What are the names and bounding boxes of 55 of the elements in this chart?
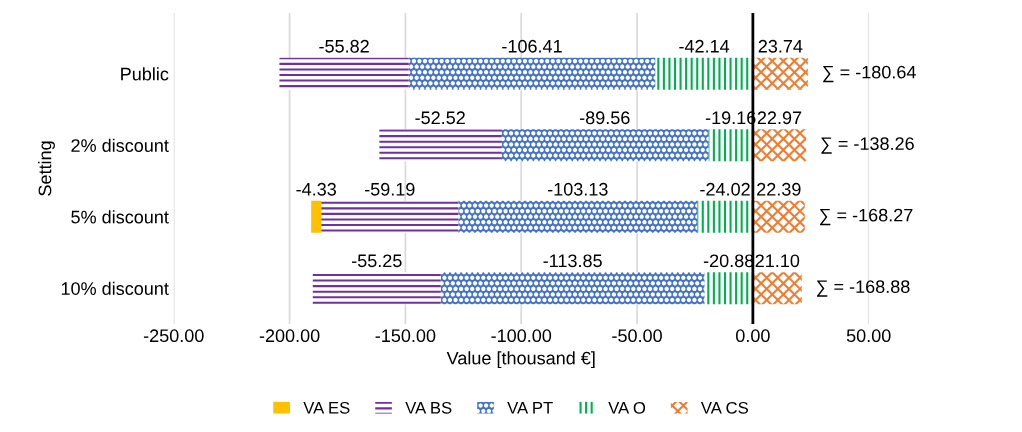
data-label: -89.56 xyxy=(579,111,630,125)
legend-label: VA BS xyxy=(405,401,452,414)
bar xyxy=(752,272,802,305)
total-label: ∑ = -138.26 xyxy=(821,137,914,154)
bar xyxy=(697,200,753,233)
bar xyxy=(458,200,698,233)
y-tick-label: Public xyxy=(121,67,169,81)
data-label: 23.74 xyxy=(758,39,803,53)
data-label: -106.41 xyxy=(502,39,562,53)
data-label: -59.19 xyxy=(364,182,415,196)
data-label: 22.39 xyxy=(757,182,801,196)
bar xyxy=(752,129,807,162)
data-label: -113.85 xyxy=(543,254,602,268)
legend-label: VA PT xyxy=(507,402,553,414)
total-label: ∑ = -180.64 xyxy=(823,65,916,83)
y-axis-title: Setting xyxy=(38,141,55,196)
data-label: -20.88 xyxy=(703,254,754,268)
bar xyxy=(704,272,753,305)
x-tick-label: 0.00 xyxy=(736,329,770,343)
x-tick-label: -200.00 xyxy=(259,329,320,343)
data-label: -24.02 xyxy=(700,182,750,196)
bar xyxy=(321,200,459,233)
x-tick-label: 50.00 xyxy=(846,329,891,343)
bar xyxy=(708,129,753,162)
data-label: 21.10 xyxy=(755,254,800,268)
x-axis-title: Value [thousand €] xyxy=(446,351,595,369)
bar xyxy=(752,200,805,233)
legend-label: VA ES xyxy=(303,401,350,414)
bar xyxy=(312,272,441,305)
data-label: -42.14 xyxy=(679,39,730,53)
x-tick-label: -100.00 xyxy=(491,329,552,343)
bar xyxy=(440,272,705,305)
y-tick-label: 10% discount xyxy=(61,281,169,295)
bar xyxy=(655,57,753,90)
y-tick-label: 5% discount xyxy=(71,210,169,224)
x-tick-label: -250.00 xyxy=(143,329,204,343)
data-label: -103.13 xyxy=(547,182,608,196)
data-label: -52.52 xyxy=(415,111,465,125)
data-label: -4.33 xyxy=(296,182,336,196)
bar xyxy=(379,129,502,162)
data-label: -55.82 xyxy=(319,39,369,53)
x-tick-label: -50.00 xyxy=(612,329,662,343)
legend-label: VA CS xyxy=(700,401,748,414)
bar xyxy=(311,200,322,233)
data-label: 22.97 xyxy=(757,111,802,125)
bar xyxy=(501,129,709,162)
total-label: ∑ = -168.27 xyxy=(819,208,913,226)
total-label: ∑ = -168.88 xyxy=(817,280,910,297)
legend-label: VA O xyxy=(608,401,646,414)
bar xyxy=(408,57,656,90)
y-tick-label: 2% discount xyxy=(71,138,169,152)
bar xyxy=(752,57,808,90)
x-tick-label: -150.00 xyxy=(375,329,436,343)
data-label: -55.25 xyxy=(351,254,402,268)
bar xyxy=(279,57,409,90)
